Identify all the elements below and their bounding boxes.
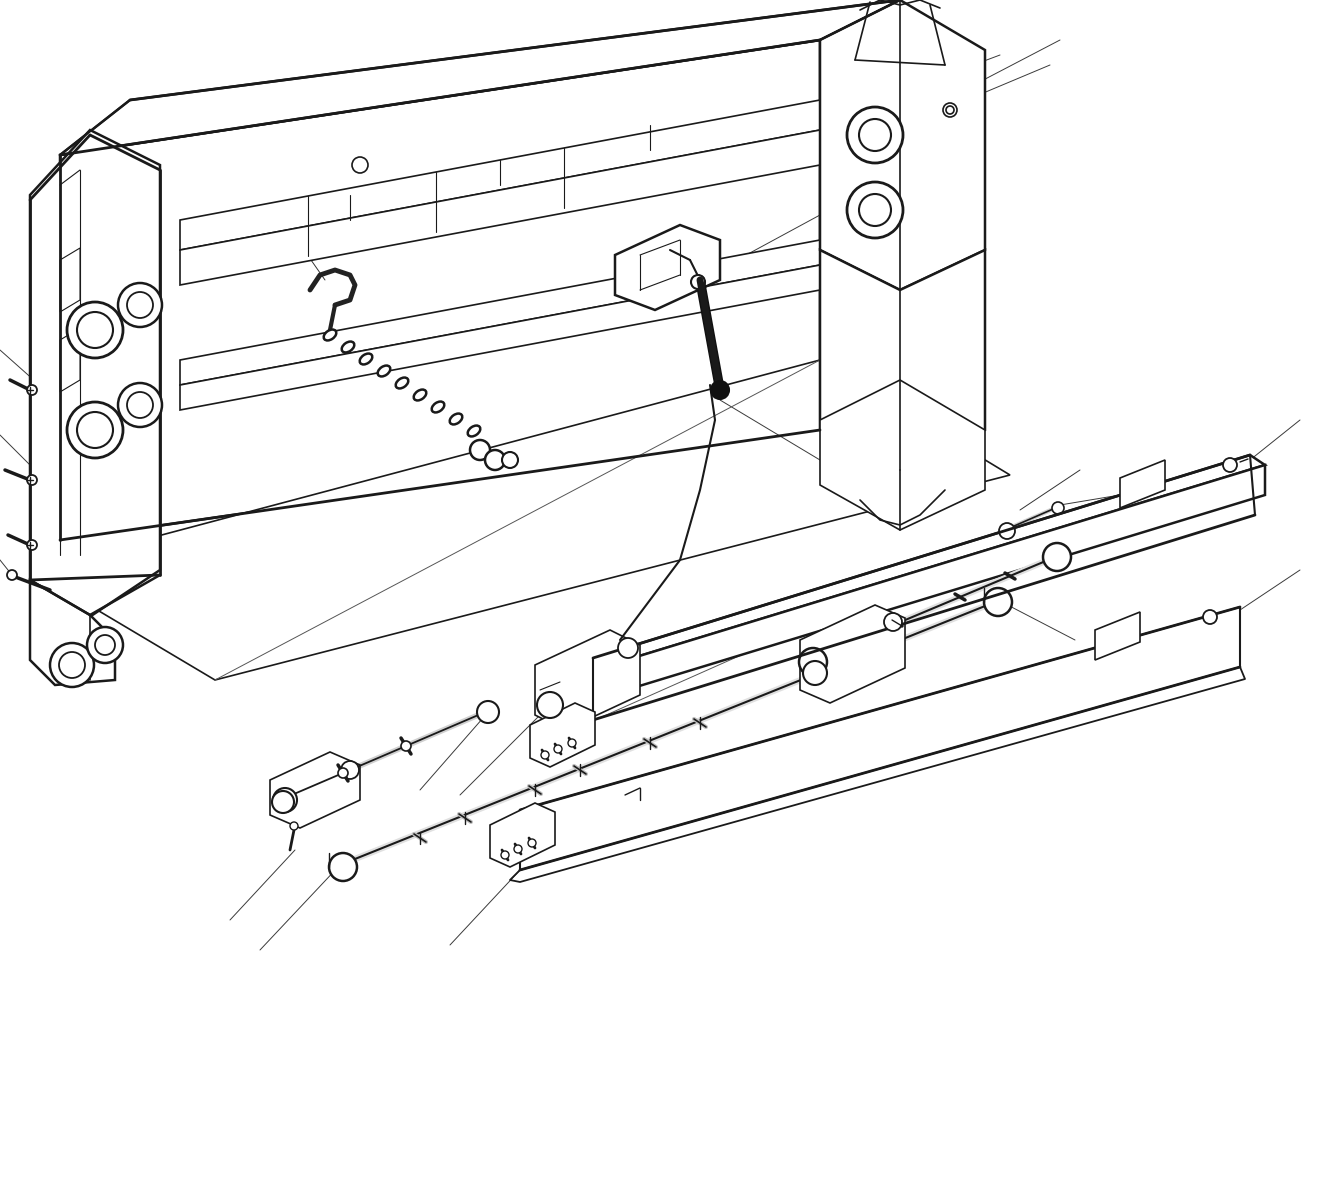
Circle shape bbox=[502, 852, 510, 859]
Circle shape bbox=[338, 768, 348, 778]
Circle shape bbox=[352, 157, 368, 173]
Circle shape bbox=[1224, 459, 1237, 472]
Circle shape bbox=[1043, 543, 1071, 570]
Circle shape bbox=[942, 102, 957, 117]
Polygon shape bbox=[593, 455, 1265, 668]
Polygon shape bbox=[180, 241, 820, 385]
Polygon shape bbox=[820, 380, 985, 530]
Circle shape bbox=[513, 844, 521, 853]
Circle shape bbox=[1203, 610, 1217, 624]
Circle shape bbox=[273, 788, 297, 812]
Polygon shape bbox=[30, 130, 160, 621]
Ellipse shape bbox=[467, 425, 480, 436]
Polygon shape bbox=[535, 630, 640, 730]
Circle shape bbox=[859, 119, 891, 151]
Circle shape bbox=[26, 385, 37, 395]
Circle shape bbox=[859, 194, 891, 226]
Circle shape bbox=[983, 588, 1012, 616]
Circle shape bbox=[67, 303, 123, 358]
Circle shape bbox=[690, 275, 705, 289]
Circle shape bbox=[59, 651, 84, 678]
Circle shape bbox=[127, 292, 153, 318]
Circle shape bbox=[568, 738, 576, 747]
Polygon shape bbox=[271, 752, 360, 828]
Circle shape bbox=[1052, 501, 1064, 515]
Circle shape bbox=[799, 648, 828, 676]
Circle shape bbox=[554, 746, 562, 753]
Ellipse shape bbox=[342, 342, 354, 353]
Circle shape bbox=[77, 312, 114, 348]
Circle shape bbox=[803, 661, 828, 685]
Circle shape bbox=[117, 384, 162, 428]
Polygon shape bbox=[30, 580, 115, 685]
Circle shape bbox=[946, 106, 954, 114]
Circle shape bbox=[999, 523, 1015, 540]
Polygon shape bbox=[1096, 612, 1140, 660]
Circle shape bbox=[528, 838, 536, 847]
Circle shape bbox=[26, 540, 37, 550]
Polygon shape bbox=[30, 360, 1010, 680]
Ellipse shape bbox=[413, 389, 426, 400]
Polygon shape bbox=[180, 266, 820, 410]
Circle shape bbox=[618, 638, 638, 657]
Circle shape bbox=[290, 822, 298, 830]
Circle shape bbox=[502, 453, 517, 468]
Circle shape bbox=[127, 392, 153, 418]
Circle shape bbox=[884, 613, 902, 631]
Ellipse shape bbox=[323, 330, 337, 341]
Polygon shape bbox=[180, 130, 820, 285]
Ellipse shape bbox=[450, 413, 462, 424]
Polygon shape bbox=[59, 248, 81, 312]
Polygon shape bbox=[59, 328, 81, 392]
Ellipse shape bbox=[432, 401, 445, 412]
Circle shape bbox=[272, 791, 294, 813]
Circle shape bbox=[401, 741, 411, 752]
Polygon shape bbox=[59, 40, 820, 540]
Polygon shape bbox=[520, 607, 1239, 869]
Circle shape bbox=[50, 643, 94, 687]
Circle shape bbox=[77, 412, 114, 448]
Polygon shape bbox=[820, 0, 985, 289]
Circle shape bbox=[87, 626, 123, 663]
Circle shape bbox=[341, 761, 359, 779]
Polygon shape bbox=[59, 0, 900, 155]
Circle shape bbox=[26, 475, 37, 485]
Polygon shape bbox=[490, 803, 554, 867]
Circle shape bbox=[470, 439, 490, 460]
Circle shape bbox=[541, 752, 549, 759]
Polygon shape bbox=[615, 225, 719, 310]
Polygon shape bbox=[800, 605, 906, 703]
Circle shape bbox=[847, 182, 903, 238]
Polygon shape bbox=[1119, 460, 1166, 509]
Circle shape bbox=[329, 853, 356, 881]
Circle shape bbox=[117, 283, 162, 328]
Ellipse shape bbox=[360, 354, 372, 364]
Polygon shape bbox=[180, 100, 820, 250]
Polygon shape bbox=[531, 703, 595, 767]
Circle shape bbox=[7, 570, 17, 580]
Circle shape bbox=[711, 381, 729, 399]
Polygon shape bbox=[601, 464, 1265, 698]
Circle shape bbox=[95, 635, 115, 655]
Ellipse shape bbox=[378, 366, 391, 376]
Ellipse shape bbox=[396, 378, 408, 388]
Circle shape bbox=[477, 701, 499, 723]
Polygon shape bbox=[820, 250, 985, 470]
Circle shape bbox=[67, 403, 123, 459]
Circle shape bbox=[484, 450, 506, 470]
Circle shape bbox=[847, 107, 903, 163]
Circle shape bbox=[537, 692, 564, 718]
